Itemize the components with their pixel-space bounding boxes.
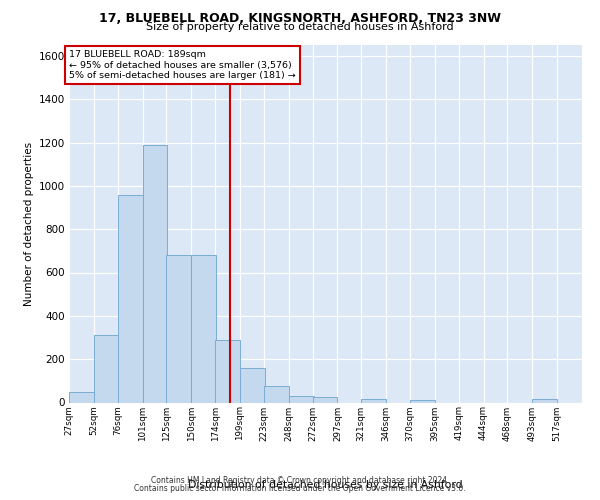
Bar bbox=[118, 194, 143, 402]
Text: Size of property relative to detached houses in Ashford: Size of property relative to detached ho… bbox=[146, 22, 454, 32]
Bar bbox=[215, 340, 240, 402]
Bar bbox=[361, 399, 386, 402]
Bar bbox=[289, 396, 314, 402]
Bar bbox=[240, 368, 265, 402]
Y-axis label: Number of detached properties: Number of detached properties bbox=[25, 142, 34, 306]
Bar bbox=[69, 392, 94, 402]
Bar bbox=[191, 255, 216, 402]
Text: Contains public sector information licensed under the Open Government Licence v3: Contains public sector information licen… bbox=[134, 484, 466, 493]
Text: 17 BLUEBELL ROAD: 189sqm
← 95% of detached houses are smaller (3,576)
5% of semi: 17 BLUEBELL ROAD: 189sqm ← 95% of detach… bbox=[69, 50, 296, 80]
Bar bbox=[166, 255, 191, 402]
X-axis label: Distribution of detached houses by size in Ashford: Distribution of detached houses by size … bbox=[188, 480, 463, 490]
Bar bbox=[410, 400, 435, 402]
Bar bbox=[264, 386, 289, 402]
Bar bbox=[94, 336, 119, 402]
Bar bbox=[532, 399, 557, 402]
Text: Contains HM Land Registry data © Crown copyright and database right 2024.: Contains HM Land Registry data © Crown c… bbox=[151, 476, 449, 485]
Text: 17, BLUEBELL ROAD, KINGSNORTH, ASHFORD, TN23 3NW: 17, BLUEBELL ROAD, KINGSNORTH, ASHFORD, … bbox=[99, 12, 501, 26]
Bar bbox=[143, 144, 167, 402]
Bar bbox=[313, 397, 337, 402]
